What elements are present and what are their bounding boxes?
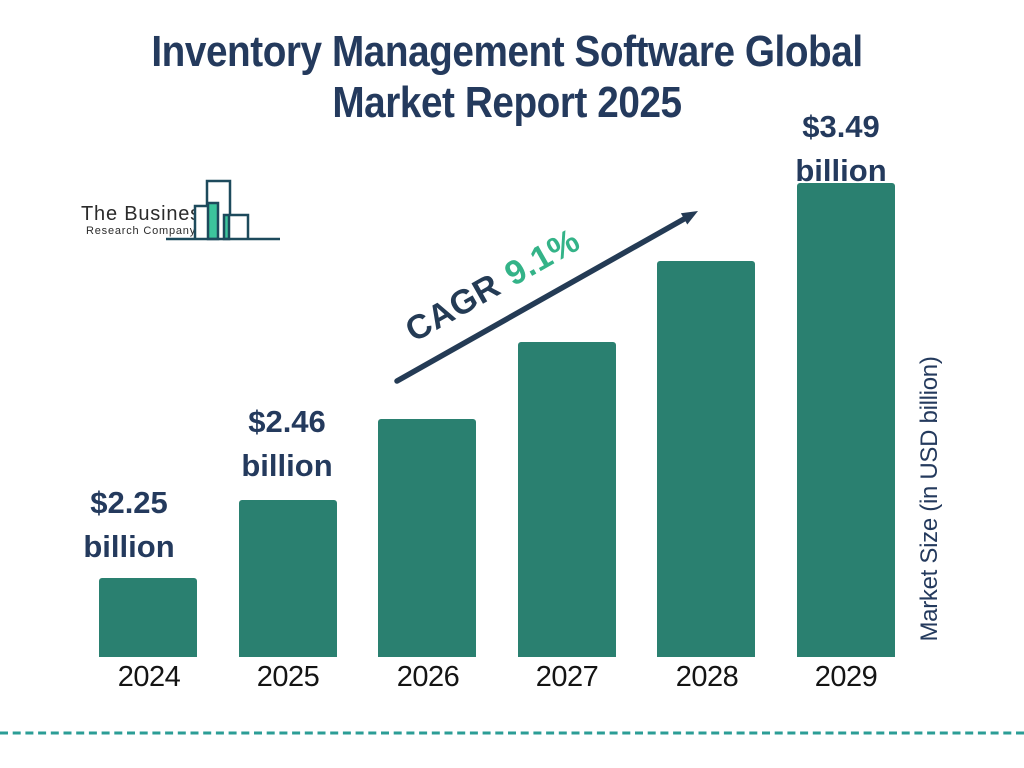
value-amount: $3.49	[802, 109, 880, 144]
y-axis-label: Market Size (in USD billion)	[916, 356, 943, 642]
bar-2027	[518, 342, 616, 657]
bar-2028	[657, 261, 755, 657]
bar-2024	[99, 578, 197, 657]
value-unit: billion	[83, 529, 175, 564]
logo-subname: Research Company	[86, 224, 197, 237]
x-tick-2027: 2027	[535, 661, 599, 693]
x-tick-2025: 2025	[256, 661, 320, 693]
value-unit: billion	[795, 153, 887, 188]
bar-2026	[378, 419, 476, 657]
title-line-1: Inventory Management Software Global	[151, 27, 863, 76]
value-label-2024: $2.25 billion	[83, 481, 174, 569]
growth-arrow-icon	[394, 211, 698, 384]
value-amount: $2.25	[90, 485, 168, 520]
page-title: Inventory Management Software Global Mar…	[103, 26, 911, 128]
value-amount: $2.46	[248, 404, 326, 439]
logo-name: The Business	[81, 203, 212, 225]
x-tick-2024: 2024	[117, 661, 181, 693]
x-tick-2026: 2026	[396, 661, 460, 693]
bar-2029	[797, 183, 895, 657]
value-label-2029: $3.49 billion	[795, 105, 886, 193]
value-unit: billion	[241, 448, 333, 483]
title-line-2: Market Report 2025	[332, 78, 682, 127]
dashed-divider	[0, 731, 1024, 735]
skyline-bars-icon	[166, 179, 280, 241]
x-tick-2028: 2028	[675, 661, 739, 693]
bar-2025	[239, 500, 337, 657]
value-label-2025: $2.46 billion	[241, 400, 332, 488]
x-tick-2029: 2029	[814, 661, 878, 693]
